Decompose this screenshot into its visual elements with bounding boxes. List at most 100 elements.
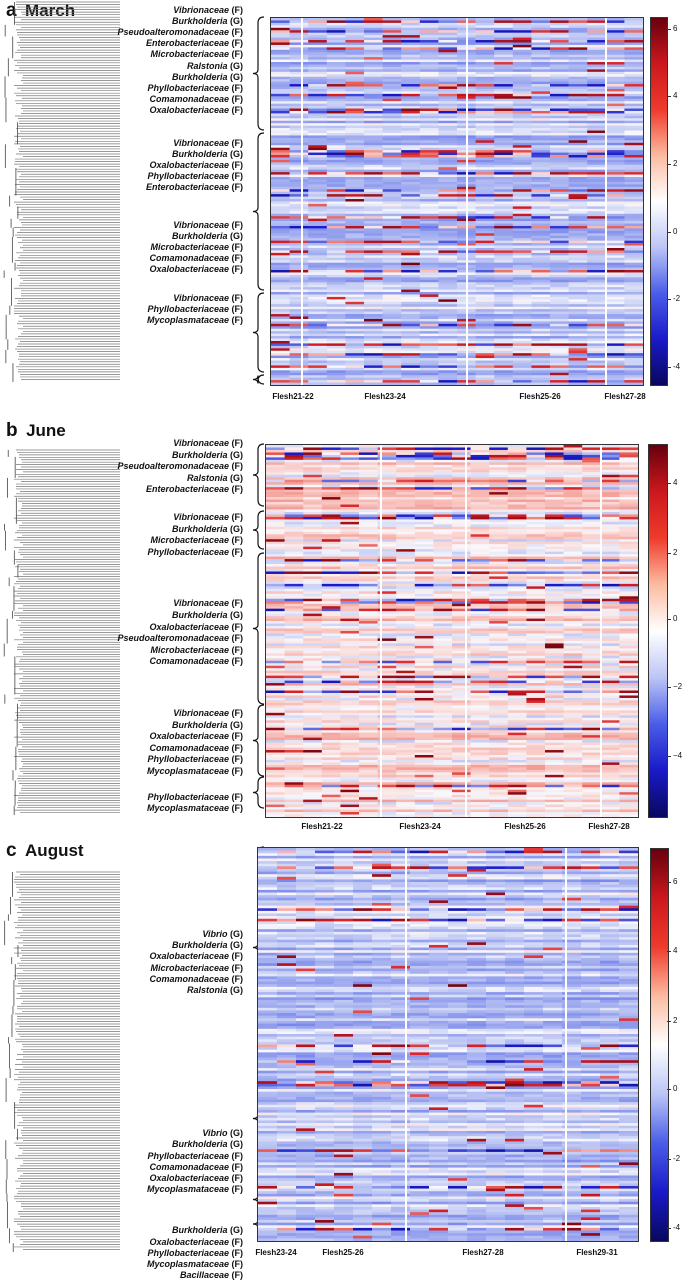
heatmap-cell — [401, 297, 420, 300]
heatmap-cell — [582, 517, 601, 520]
heatmap-cell — [383, 77, 402, 80]
heatmap-cell — [438, 55, 457, 58]
heatmap-cell — [308, 214, 327, 217]
heatmap-cell — [624, 140, 643, 143]
heatmap-cell — [290, 363, 309, 366]
heatmap-cell — [327, 238, 346, 241]
heatmap-cell — [308, 155, 327, 158]
heatmap-cell — [582, 596, 601, 599]
heatmap-cell — [564, 452, 583, 455]
taxon-label: Phyllobacteriaceae (F) — [147, 83, 243, 93]
heatmap-cell — [438, 336, 457, 339]
heatmap-cell — [587, 202, 606, 205]
heatmap-cell — [285, 447, 304, 450]
heatmap-cell — [415, 445, 434, 448]
heatmap-cell — [513, 150, 532, 153]
heatmap-cell — [508, 619, 527, 622]
heatmap-cell — [624, 99, 643, 102]
heatmap-cell — [396, 599, 415, 602]
heatmap-cell — [601, 576, 620, 579]
heatmap-cell — [587, 248, 606, 251]
heatmap-cell — [364, 189, 383, 192]
heatmap-cell — [285, 619, 304, 622]
heatmap-cell — [271, 368, 290, 371]
heatmap-cell — [364, 104, 383, 107]
heatmap-cell — [271, 363, 290, 366]
heatmap-cell — [345, 99, 364, 102]
heatmap-cell — [526, 539, 545, 542]
heatmap-cell — [433, 480, 452, 483]
heatmap-cell — [569, 356, 588, 359]
heatmap-cell — [550, 368, 569, 371]
heatmap-cell — [271, 365, 290, 368]
heatmap-cell — [513, 375, 532, 378]
heatmap-cell — [290, 199, 309, 202]
heatmap-cell — [396, 589, 415, 592]
heatmap-cell — [494, 292, 513, 295]
heatmap-cell — [526, 450, 545, 453]
heatmap-cell — [582, 589, 601, 592]
heatmap-cell — [587, 184, 606, 187]
heatmap-cell — [327, 312, 346, 315]
heatmap-cell — [401, 206, 420, 209]
heatmap-cell — [452, 606, 471, 609]
heatmap-cell — [285, 470, 304, 473]
heatmap-cell — [401, 285, 420, 288]
heatmap-cell — [513, 380, 532, 383]
heatmap-cell — [415, 589, 434, 592]
heatmap-cell — [550, 297, 569, 300]
heatmap-cell — [624, 165, 643, 168]
taxon-name: Phyllobacteriaceae — [147, 171, 229, 181]
heatmap-cell — [266, 569, 285, 572]
heatmap-cell — [266, 629, 285, 632]
heatmap-cell — [308, 365, 327, 368]
heatmap-cell — [569, 270, 588, 273]
heatmap-cell — [508, 452, 527, 455]
heatmap-cell — [587, 351, 606, 354]
heatmap-cell — [401, 380, 420, 383]
heatmap-cell — [569, 361, 588, 364]
heatmap-cell — [327, 23, 346, 26]
heatmap-cell — [438, 170, 457, 173]
heatmap-cell — [271, 378, 290, 381]
heatmap-cell — [476, 321, 495, 324]
heatmap-cell — [564, 619, 583, 622]
heatmap-cell — [290, 331, 309, 334]
heatmap-cell — [364, 38, 383, 41]
heatmap-cell — [327, 297, 346, 300]
heatmap-cell — [476, 334, 495, 337]
heatmap-cell — [359, 564, 378, 567]
heatmap-cell — [587, 250, 606, 253]
heatmap-cell — [494, 170, 513, 173]
heatmap-cell — [513, 96, 532, 99]
heatmap-cell — [290, 253, 309, 256]
heatmap-cell — [359, 614, 378, 617]
heatmap-cell — [452, 452, 471, 455]
heatmap-cell — [364, 255, 383, 258]
heatmap-cell — [489, 455, 508, 458]
heatmap-cell — [476, 263, 495, 266]
heatmap-cell — [433, 542, 452, 545]
heatmap-cell — [266, 584, 285, 587]
heatmap-cell — [303, 495, 322, 498]
heatmap-cell — [308, 233, 327, 236]
heatmap-cell — [345, 113, 364, 116]
heatmap-cell — [415, 467, 434, 470]
heatmap-cell — [550, 140, 569, 143]
heatmap-cell — [569, 321, 588, 324]
heatmap-cell — [624, 246, 643, 249]
heatmap-cell — [564, 475, 583, 478]
heatmap-cell — [303, 445, 322, 448]
heatmap-cell — [545, 462, 564, 465]
heatmap-cell — [569, 94, 588, 97]
heatmap-cell — [476, 268, 495, 271]
heatmap-cell — [569, 216, 588, 219]
heatmap-cell — [345, 101, 364, 104]
heatmap-cell — [601, 507, 620, 510]
heatmap-cell — [624, 50, 643, 53]
heatmap-cell — [587, 135, 606, 138]
heatmap-cell — [526, 564, 545, 567]
heatmap-cell — [359, 487, 378, 490]
heatmap-cell — [401, 353, 420, 356]
heatmap-cell — [290, 160, 309, 163]
